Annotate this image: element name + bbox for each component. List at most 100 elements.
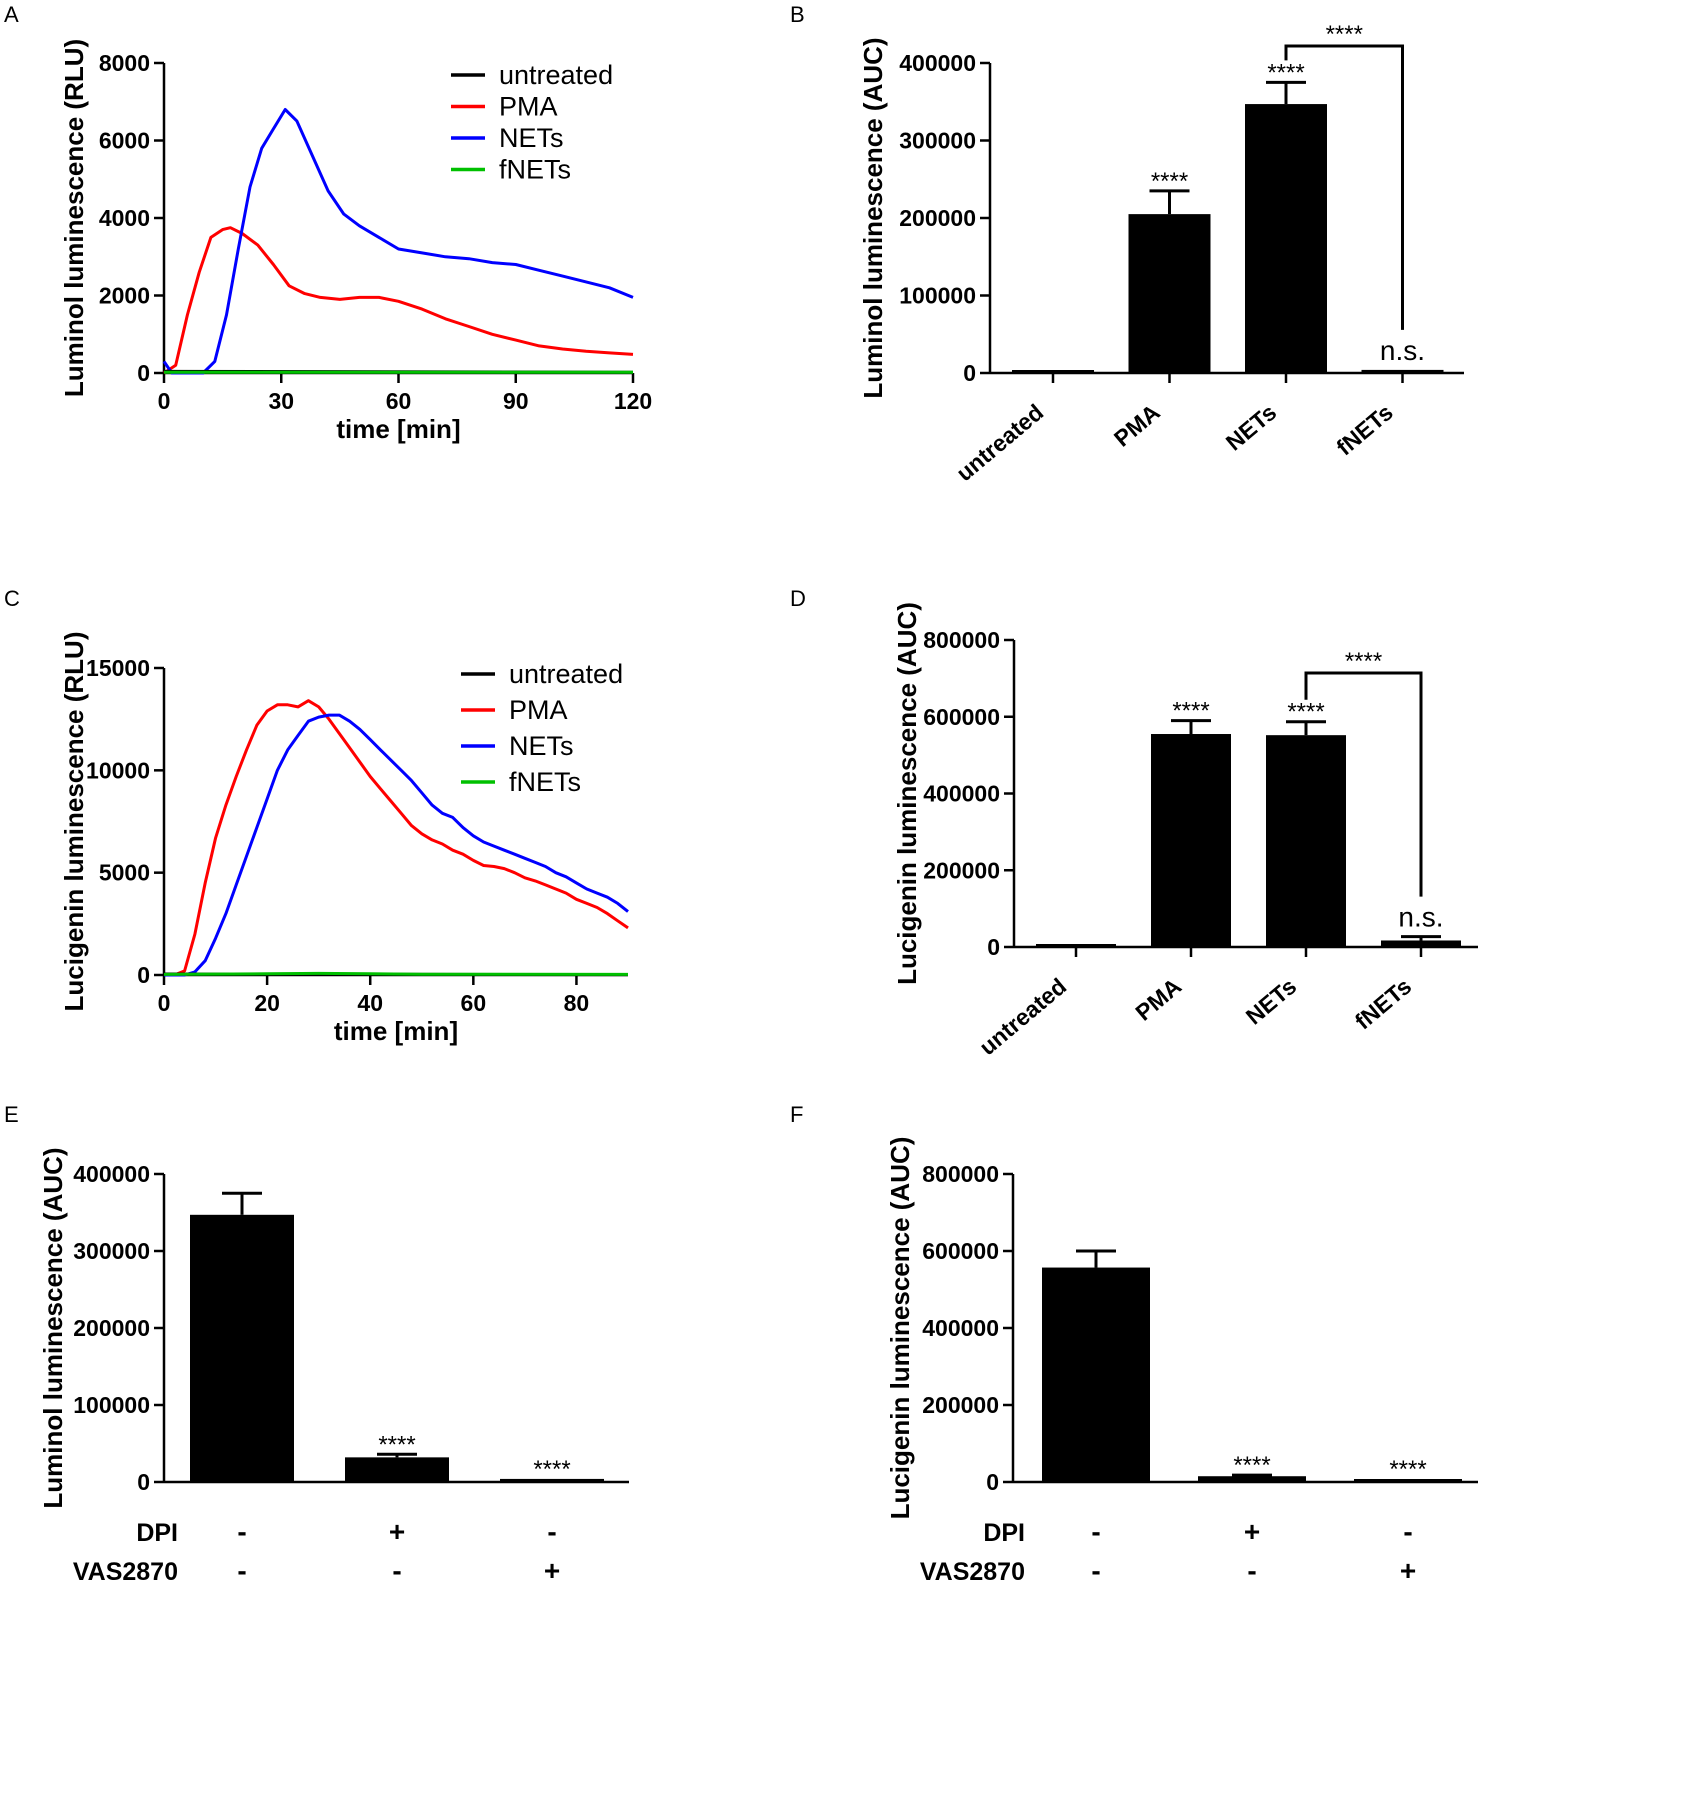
x-tick-label: 120 [614,388,652,414]
significance-stars: **** [1151,168,1188,195]
bar-fNETs [1381,940,1461,947]
series-line-PMA [164,699,629,977]
legend-label: fNETs [499,155,571,185]
category-label: untreated [974,973,1071,1060]
y-tick-label: 0 [137,962,150,988]
series-line-NETs [164,713,629,977]
y-tick-label: 0 [137,1469,150,1495]
treatment-sign: - [237,1516,246,1547]
y-tick-label: 2000 [99,283,150,309]
panel-label: D [790,586,806,611]
y-tick-label: 400000 [899,50,976,76]
x-tick-label: 90 [503,388,529,414]
bar-0 [190,1214,294,1482]
significance-stars: **** [533,1456,570,1483]
bar-fNETs [1361,369,1444,373]
y-tick-label: 0 [963,360,976,386]
series-line-PMA [163,226,634,375]
x-axis-title: time [min] [334,1016,458,1046]
y-tick-label: 8000 [99,50,150,76]
y-axis-title: Luminol luminescence (AUC) [858,37,888,398]
bar-PMA [1128,214,1211,373]
y-axis-title: Luminol luminescence (AUC) [38,1147,68,1508]
treatment-label: DPI [983,1519,1025,1547]
treatment-sign: + [544,1555,560,1586]
panel-label: B [790,2,805,27]
y-tick-label: 6000 [99,128,150,154]
significance-bracket [1304,671,1423,897]
y-tick-label: 0 [137,360,150,386]
panel-label: A [4,2,19,27]
legend-label: PMA [499,92,558,122]
y-tick-label: 800000 [923,627,1000,653]
y-tick-label: 100000 [899,283,976,309]
y-tick-label: 0 [986,1469,999,1495]
y-axis-title: Luminol luminescence (RLU) [59,39,89,397]
treatment-sign: + [1244,1516,1260,1547]
treatment-label: DPI [136,1519,178,1547]
y-tick-label: 200000 [73,1315,150,1341]
y-tick-label: 0 [987,934,1000,960]
category-label: fNETs [1331,399,1397,461]
treatment-label: VAS2870 [73,1558,178,1586]
y-tick-label: 5000 [99,860,150,886]
legend-label: untreated [499,60,613,90]
significance-stars: **** [1172,698,1209,725]
x-tick-label: 60 [386,388,412,414]
treatment-sign: - [1091,1516,1100,1547]
treatment-label: VAS2870 [920,1558,1025,1586]
y-tick-label: 10000 [86,757,150,783]
treatment-sign: - [1403,1516,1412,1547]
legend-label: NETs [509,731,574,761]
series-line-fNETs [163,971,629,976]
panel-label: F [790,1102,803,1127]
bar-NETs [1245,104,1327,373]
y-tick-label: 400000 [922,1315,999,1341]
significance-stars: **** [1287,699,1324,726]
bar-untreated [1036,944,1116,947]
bar-2 [500,1478,604,1482]
y-tick-label: 200000 [899,205,976,231]
category-label: fNETs [1350,973,1416,1035]
bar-untreated [1012,370,1094,373]
x-tick-label: 30 [268,388,294,414]
y-tick-label: 100000 [73,1392,150,1418]
category-label: PMA [1109,399,1165,452]
ns-label: n.s. [1398,902,1443,933]
legend-label: NETs [499,123,564,153]
bar-0 [1042,1267,1150,1482]
legend-label: fNETs [509,767,581,797]
y-tick-label: 200000 [923,857,1000,883]
x-tick-label: 0 [158,388,171,414]
y-axis-title: Lucigenin luminescence (RLU) [59,632,89,1012]
legend-label: PMA [509,695,568,725]
treatment-sign: - [547,1516,556,1547]
category-label: NETs [1221,399,1281,456]
y-tick-label: 200000 [922,1392,999,1418]
significance-stars: **** [378,1431,415,1458]
bar-PMA [1151,734,1231,947]
x-tick-label: 80 [564,990,590,1016]
y-tick-label: 400000 [73,1161,150,1187]
treatment-sign: - [392,1555,401,1586]
significance-stars: **** [1267,59,1304,86]
y-tick-label: 300000 [73,1238,150,1264]
y-tick-label: 400000 [923,781,1000,807]
category-label: untreated [951,399,1048,486]
y-tick-label: 4000 [99,205,150,231]
panel-label: C [4,586,20,611]
significance-bracket [1284,44,1404,330]
significance-stars: **** [1389,1456,1426,1483]
y-tick-label: 300000 [899,128,976,154]
x-tick-label: 0 [158,990,171,1016]
significance-stars: **** [1233,1452,1270,1479]
bar-1 [345,1457,449,1482]
treatment-sign: - [1247,1555,1256,1586]
y-tick-label: 800000 [922,1161,999,1187]
series-line-NETs [162,108,634,375]
treatment-sign: + [389,1516,405,1547]
category-label: PMA [1130,973,1186,1026]
treatment-sign: - [237,1555,246,1586]
bar-2 [1354,1479,1462,1482]
